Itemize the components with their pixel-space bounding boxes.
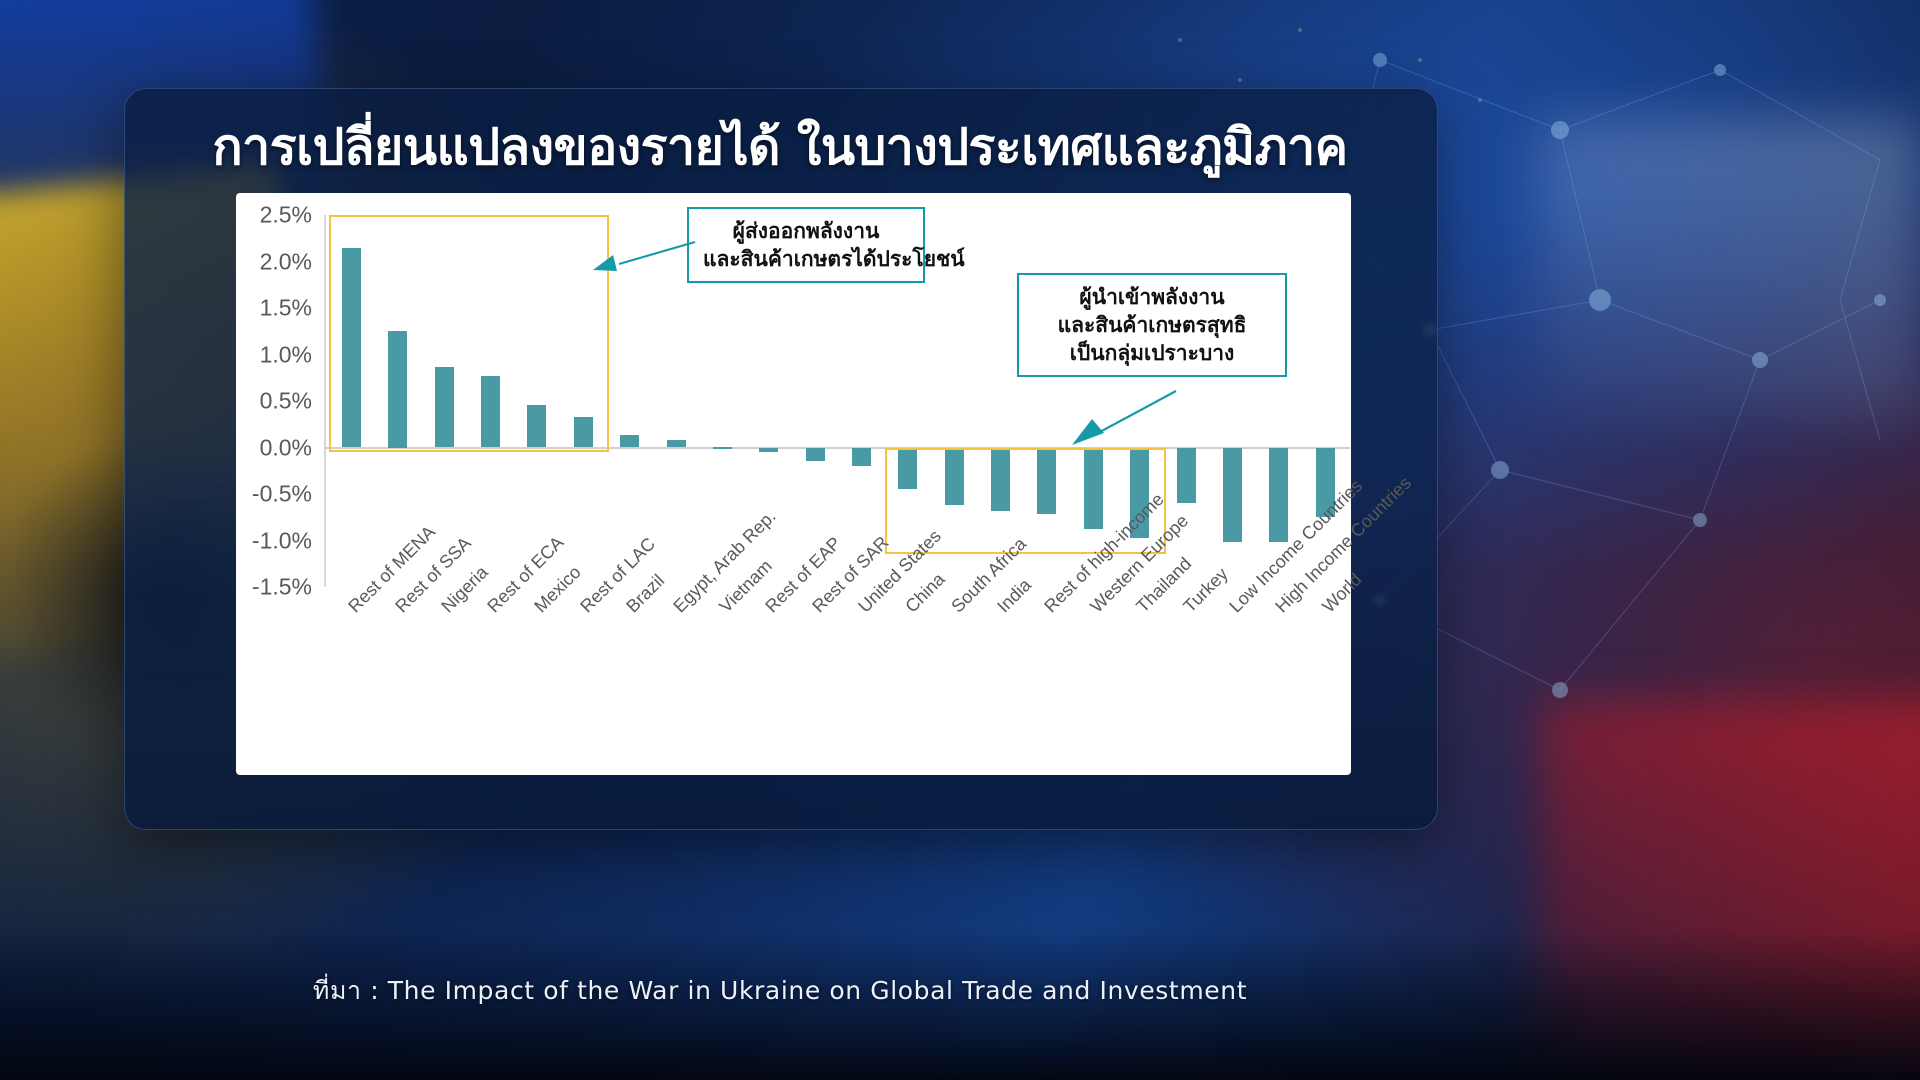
bar — [1083, 447, 1103, 530]
source-caption: ที่มา : The Impact of the War in Ukraine… — [312, 976, 1248, 1005]
bar-slot — [977, 193, 1023, 593]
bar-slot — [838, 193, 884, 593]
bar — [1315, 447, 1335, 518]
bar-slot — [421, 193, 467, 593]
bar — [1130, 447, 1150, 538]
bar-slot — [328, 193, 374, 593]
y-tick-2: 1.5% — [259, 294, 312, 321]
bar-slot — [884, 193, 930, 593]
y-tick-0: 2.5% — [259, 201, 312, 228]
bar-slot — [1163, 193, 1209, 593]
background-bottom-vignette — [0, 930, 1920, 1080]
y-tick-4: 0.5% — [259, 387, 312, 414]
highlight-box-importers — [885, 447, 1166, 554]
bar-slot — [699, 193, 745, 593]
bar — [666, 440, 686, 448]
bar — [620, 435, 640, 448]
callout-exporters-line-2: และสินค้าเกษตรได้ประโยชน์ — [703, 247, 965, 271]
y-tick-7: -1.0% — [251, 527, 312, 553]
bar — [573, 416, 593, 448]
bar — [1222, 447, 1242, 543]
bar-slot — [467, 193, 513, 593]
bar-slot — [1070, 193, 1116, 593]
bar — [898, 447, 918, 490]
background-flag-white — [1540, 120, 1920, 420]
bar — [944, 447, 964, 506]
bar — [991, 447, 1011, 511]
bar — [759, 447, 779, 453]
callout-importers-line-1: ผู้นำเข้าพลังงาน — [1079, 285, 1225, 309]
callout-importers: ผู้นำเข้าพลังงาน และสินค้าเกษตรสุทธิ เป็… — [1017, 273, 1287, 377]
y-axis-line — [324, 215, 326, 587]
y-tick-1: 2.0% — [259, 248, 312, 274]
chart-panel: 2.5% 2.0% 1.5% 1.0% 0.5% 0.0% -0.5% -1.0% -1.5% … — [236, 193, 1415, 775]
highlight-box-exporters — [328, 215, 610, 452]
bar — [1176, 447, 1196, 504]
bar-slot — [606, 193, 652, 593]
bar-slot — [653, 193, 699, 593]
bar — [527, 404, 547, 448]
bar — [805, 447, 825, 461]
bar — [481, 375, 501, 448]
bar-series — [328, 193, 1348, 593]
bar — [434, 366, 454, 448]
callout-importers-line-3: เป็นกลุ่มเปราะบาง — [1069, 341, 1235, 365]
bar-slot — [374, 193, 420, 593]
bar-chart: 2.5% 2.0% 1.5% 1.0% 0.5% 0.0% -0.5% -1.0% -1.5% … — [236, 193, 1415, 775]
bar-slot — [792, 193, 838, 593]
bar — [388, 331, 408, 448]
bar — [1037, 447, 1057, 515]
bar — [852, 447, 871, 467]
y-tick-8: -1.5% — [251, 573, 312, 600]
bar-slot — [745, 193, 791, 593]
callout-exporters-line-1: ผู้ส่งออกพลังงาน — [732, 219, 880, 243]
y-tick-5: 0.0% — [259, 434, 312, 460]
callout-exporters-arrow — [593, 240, 696, 271]
bar-slot — [1116, 193, 1162, 593]
y-tick-6: -0.5% — [251, 480, 312, 507]
callout-exporters: ผู้ส่งออกพลังงาน และสินค้าเกษตรได้ประโยช… — [687, 207, 965, 283]
bar — [1269, 447, 1289, 543]
y-axis-tick-labels: 2.5% 2.0% 1.5% 1.0% 0.5% 0.0% -0.5% -1.0% -1.5% — [236, 193, 320, 598]
page-title: การเปลี่ยนแปลงของรายได้ ในบางประเทศและภู… — [212, 118, 1348, 176]
bar — [342, 247, 361, 448]
bar-slot — [1302, 193, 1348, 593]
bar-slot — [1023, 193, 1069, 593]
zero-baseline — [324, 446, 1350, 449]
bar-slot — [931, 193, 977, 593]
y-tick-3: 1.0% — [259, 341, 312, 367]
bar-slot — [513, 193, 559, 593]
bar-slot — [1209, 193, 1255, 593]
callout-importers-arrow — [1072, 390, 1177, 445]
bar-slot — [1255, 193, 1301, 593]
bar — [712, 446, 732, 449]
callout-importers-line-2: และสินค้าเกษตรสุทธิ — [1057, 313, 1247, 337]
bar-slot — [560, 193, 606, 593]
